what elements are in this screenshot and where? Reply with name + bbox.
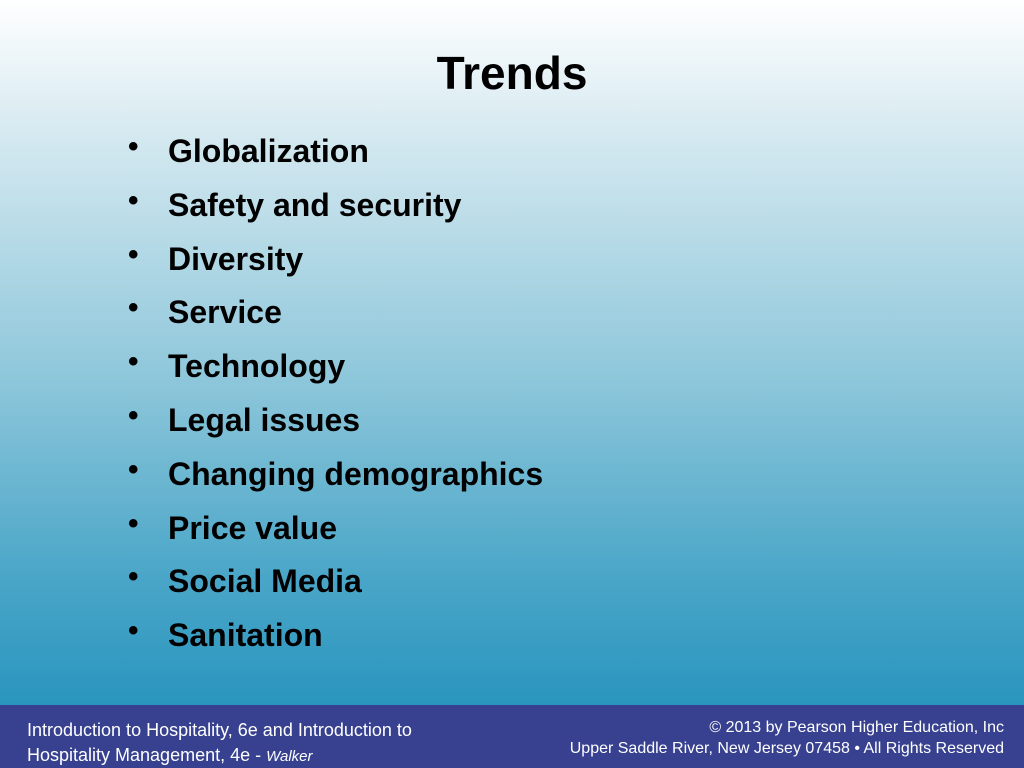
bullet-marker: • bbox=[128, 345, 139, 379]
bullet-item: • Safety and security bbox=[128, 184, 543, 238]
bullet-marker: • bbox=[128, 614, 139, 648]
bullet-text: Safety and security bbox=[168, 186, 462, 223]
bullet-item: • Price value bbox=[128, 507, 543, 561]
bullet-marker: • bbox=[128, 130, 139, 163]
footer-text: © 2013 by Pearson Higher Education, Inc bbox=[709, 719, 1004, 736]
footer-author: Walker bbox=[266, 748, 313, 765]
bullet-text: Technology bbox=[168, 348, 346, 385]
bullet-item: • Legal issues bbox=[128, 399, 543, 453]
footer-left: Introduction to Hospitality, 6e and Intr… bbox=[27, 718, 412, 768]
footer-text: Upper Saddle River, New Jersey 07458 • A… bbox=[569, 740, 1004, 757]
footer-right: © 2013 by Pearson Higher Education, Inc … bbox=[570, 717, 1004, 759]
bullet-marker: • bbox=[128, 398, 139, 432]
footer-text: Hospitality Management, 4e - bbox=[27, 745, 267, 765]
bullet-text: Sanitation bbox=[168, 617, 323, 654]
bullet-item: • Diversity bbox=[128, 238, 543, 292]
bullet-text: Social Media bbox=[168, 563, 362, 600]
bullet-text: Price value bbox=[168, 509, 337, 546]
footer: Introduction to Hospitality, 6e and Intr… bbox=[0, 705, 1024, 768]
footer-text: Introduction to Hospitality, 6e and Intr… bbox=[27, 720, 412, 740]
bullet-item: • Globalization bbox=[128, 130, 543, 184]
bullet-text: Service bbox=[168, 294, 282, 331]
bullet-marker: • bbox=[128, 291, 139, 325]
bullet-item: • Technology bbox=[128, 345, 543, 399]
bullet-item: • Service bbox=[128, 291, 543, 345]
bullet-marker: • bbox=[128, 560, 139, 594]
bullet-item: • Social Media bbox=[128, 560, 543, 614]
bullet-list: • Globalization • Safety and security • Diver… bbox=[128, 130, 543, 668]
footer-text: Hospitality Management, 4e - Walker bbox=[27, 743, 412, 768]
bullet-text: Changing demographics bbox=[168, 455, 544, 492]
bullet-item: • Changing demographics bbox=[128, 453, 543, 507]
bullet-marker: • bbox=[128, 183, 139, 217]
bullet-marker: • bbox=[128, 452, 139, 486]
bullet-text: Globalization bbox=[168, 133, 369, 169]
bullet-item: • Sanitation bbox=[128, 614, 543, 668]
bullet-marker: • bbox=[128, 506, 139, 540]
bullet-text: Legal issues bbox=[168, 401, 361, 438]
bullet-marker: • bbox=[128, 237, 139, 271]
slide-title: Trends bbox=[436, 47, 588, 99]
bullet-text: Diversity bbox=[168, 240, 304, 277]
